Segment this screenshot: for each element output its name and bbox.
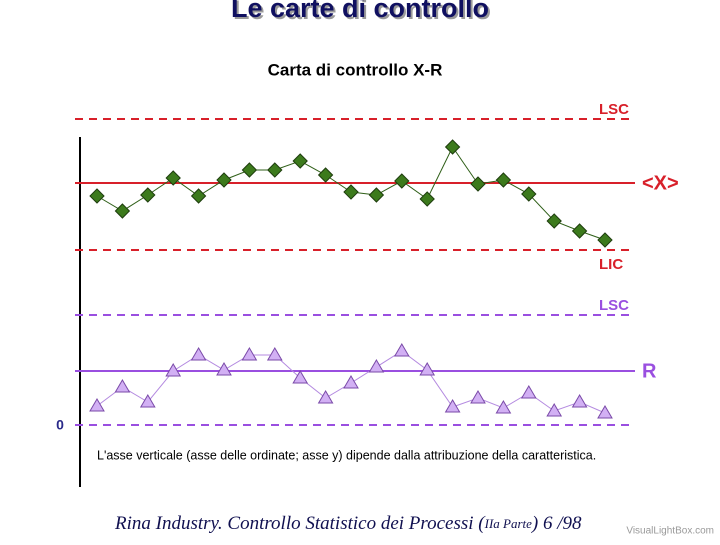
watermark: VisualLightBox.com bbox=[626, 526, 714, 537]
point-marker bbox=[571, 394, 588, 408]
point-marker bbox=[241, 162, 258, 178]
point-marker bbox=[89, 398, 105, 412]
y-tick-label: 0 bbox=[56, 417, 64, 433]
title-shadow: Le carte di controllo bbox=[233, 0, 491, 25]
limit-label: LIC bbox=[599, 256, 623, 273]
point-marker bbox=[495, 172, 512, 188]
point-marker bbox=[139, 394, 156, 408]
footer: Rina Industry. Controllo Statistico dei … bbox=[114, 513, 582, 534]
point-marker bbox=[343, 375, 359, 389]
point-marker bbox=[216, 172, 232, 188]
point-marker bbox=[140, 187, 156, 203]
point-marker bbox=[368, 187, 385, 203]
limit-label: <X> bbox=[642, 172, 679, 194]
footer-text: Rina Industry. Controllo Statistico dei … bbox=[114, 513, 486, 534]
point-marker bbox=[292, 370, 309, 384]
limit-label: LSC bbox=[599, 101, 629, 118]
point-marker bbox=[216, 362, 232, 376]
point-marker bbox=[89, 188, 105, 204]
point-marker bbox=[470, 390, 486, 404]
point-marker bbox=[571, 223, 588, 239]
point-marker bbox=[266, 347, 283, 361]
limit-label: R bbox=[642, 360, 657, 382]
point-marker bbox=[114, 379, 131, 393]
point-marker bbox=[546, 403, 563, 417]
point-marker bbox=[368, 359, 385, 373]
point-marker bbox=[165, 170, 181, 186]
point-marker bbox=[165, 363, 182, 377]
point-marker bbox=[597, 405, 613, 419]
point-marker bbox=[267, 162, 283, 178]
point-marker bbox=[495, 400, 512, 414]
note: L'asse verticale (asse delle ordinate; a… bbox=[97, 448, 596, 462]
point-marker bbox=[241, 347, 258, 361]
point-marker bbox=[597, 232, 613, 248]
point-marker bbox=[394, 173, 410, 189]
footer-small: IIa Parte bbox=[484, 516, 533, 531]
point-marker bbox=[292, 153, 308, 169]
point-marker bbox=[520, 385, 537, 399]
footer-text: ) 6 /98 bbox=[531, 513, 582, 534]
point-marker bbox=[114, 203, 131, 219]
point-marker bbox=[546, 213, 562, 229]
point-marker bbox=[521, 186, 537, 202]
limit-label: LSC bbox=[599, 297, 629, 314]
point-marker bbox=[444, 399, 461, 413]
point-marker bbox=[419, 191, 435, 207]
point-marker bbox=[190, 347, 207, 361]
point-marker bbox=[444, 139, 461, 155]
point-marker bbox=[343, 184, 359, 200]
point-marker bbox=[317, 167, 334, 183]
point-marker bbox=[470, 176, 486, 192]
point-marker bbox=[317, 390, 334, 404]
point-marker bbox=[393, 343, 410, 357]
point-marker bbox=[419, 362, 436, 376]
chart-title: Carta di controllo X-R bbox=[268, 60, 443, 79]
point-marker bbox=[190, 188, 207, 204]
slide-title: Le carte di controllo bbox=[231, 0, 489, 23]
